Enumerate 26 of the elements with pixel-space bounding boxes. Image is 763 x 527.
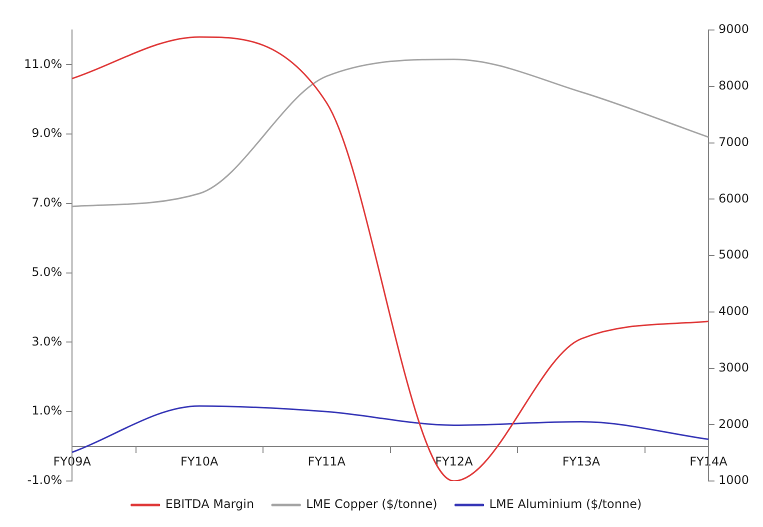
legend-label: LME Aluminium ($/tonne): [489, 497, 642, 512]
y2-tick-label: 4000: [718, 304, 750, 318]
x-tick-label: FY10A: [180, 454, 220, 469]
y2-tick-label: 2000: [718, 416, 750, 431]
y2-tick-label: 8000: [718, 78, 750, 92]
line-series: [71, 58, 710, 208]
y-tick-label: 11.0%: [24, 56, 62, 71]
y-tick-label: 5.0%: [32, 264, 62, 279]
y-tick-label: 9.0%: [32, 126, 62, 140]
legend-label: LME Copper ($/tonne): [306, 497, 438, 512]
y-tick-label: 3.0%: [32, 334, 62, 348]
y-tick-label: 1.0%: [32, 404, 62, 418]
y-tick-label: -1.0%: [27, 473, 62, 488]
y2-tick-label: 9000: [718, 22, 750, 36]
x-tick-label: FY13A: [562, 454, 601, 469]
y2-tick-label: 3000: [718, 360, 750, 374]
y2-tick-label: 1000: [718, 473, 750, 488]
x-tick-label: FY09A: [53, 454, 92, 469]
y2-tick-label: 7000: [718, 134, 750, 149]
line-series: [71, 405, 710, 453]
y2-tick-label: 5000: [718, 248, 750, 262]
y2-tick-label: 6000: [718, 191, 750, 206]
legend-label: EBITDA Margin: [165, 497, 254, 512]
x-tick-label: FY12A: [435, 454, 474, 469]
x-tick-label: FY11A: [308, 454, 346, 469]
y-tick-label: 7.0%: [32, 196, 62, 210]
